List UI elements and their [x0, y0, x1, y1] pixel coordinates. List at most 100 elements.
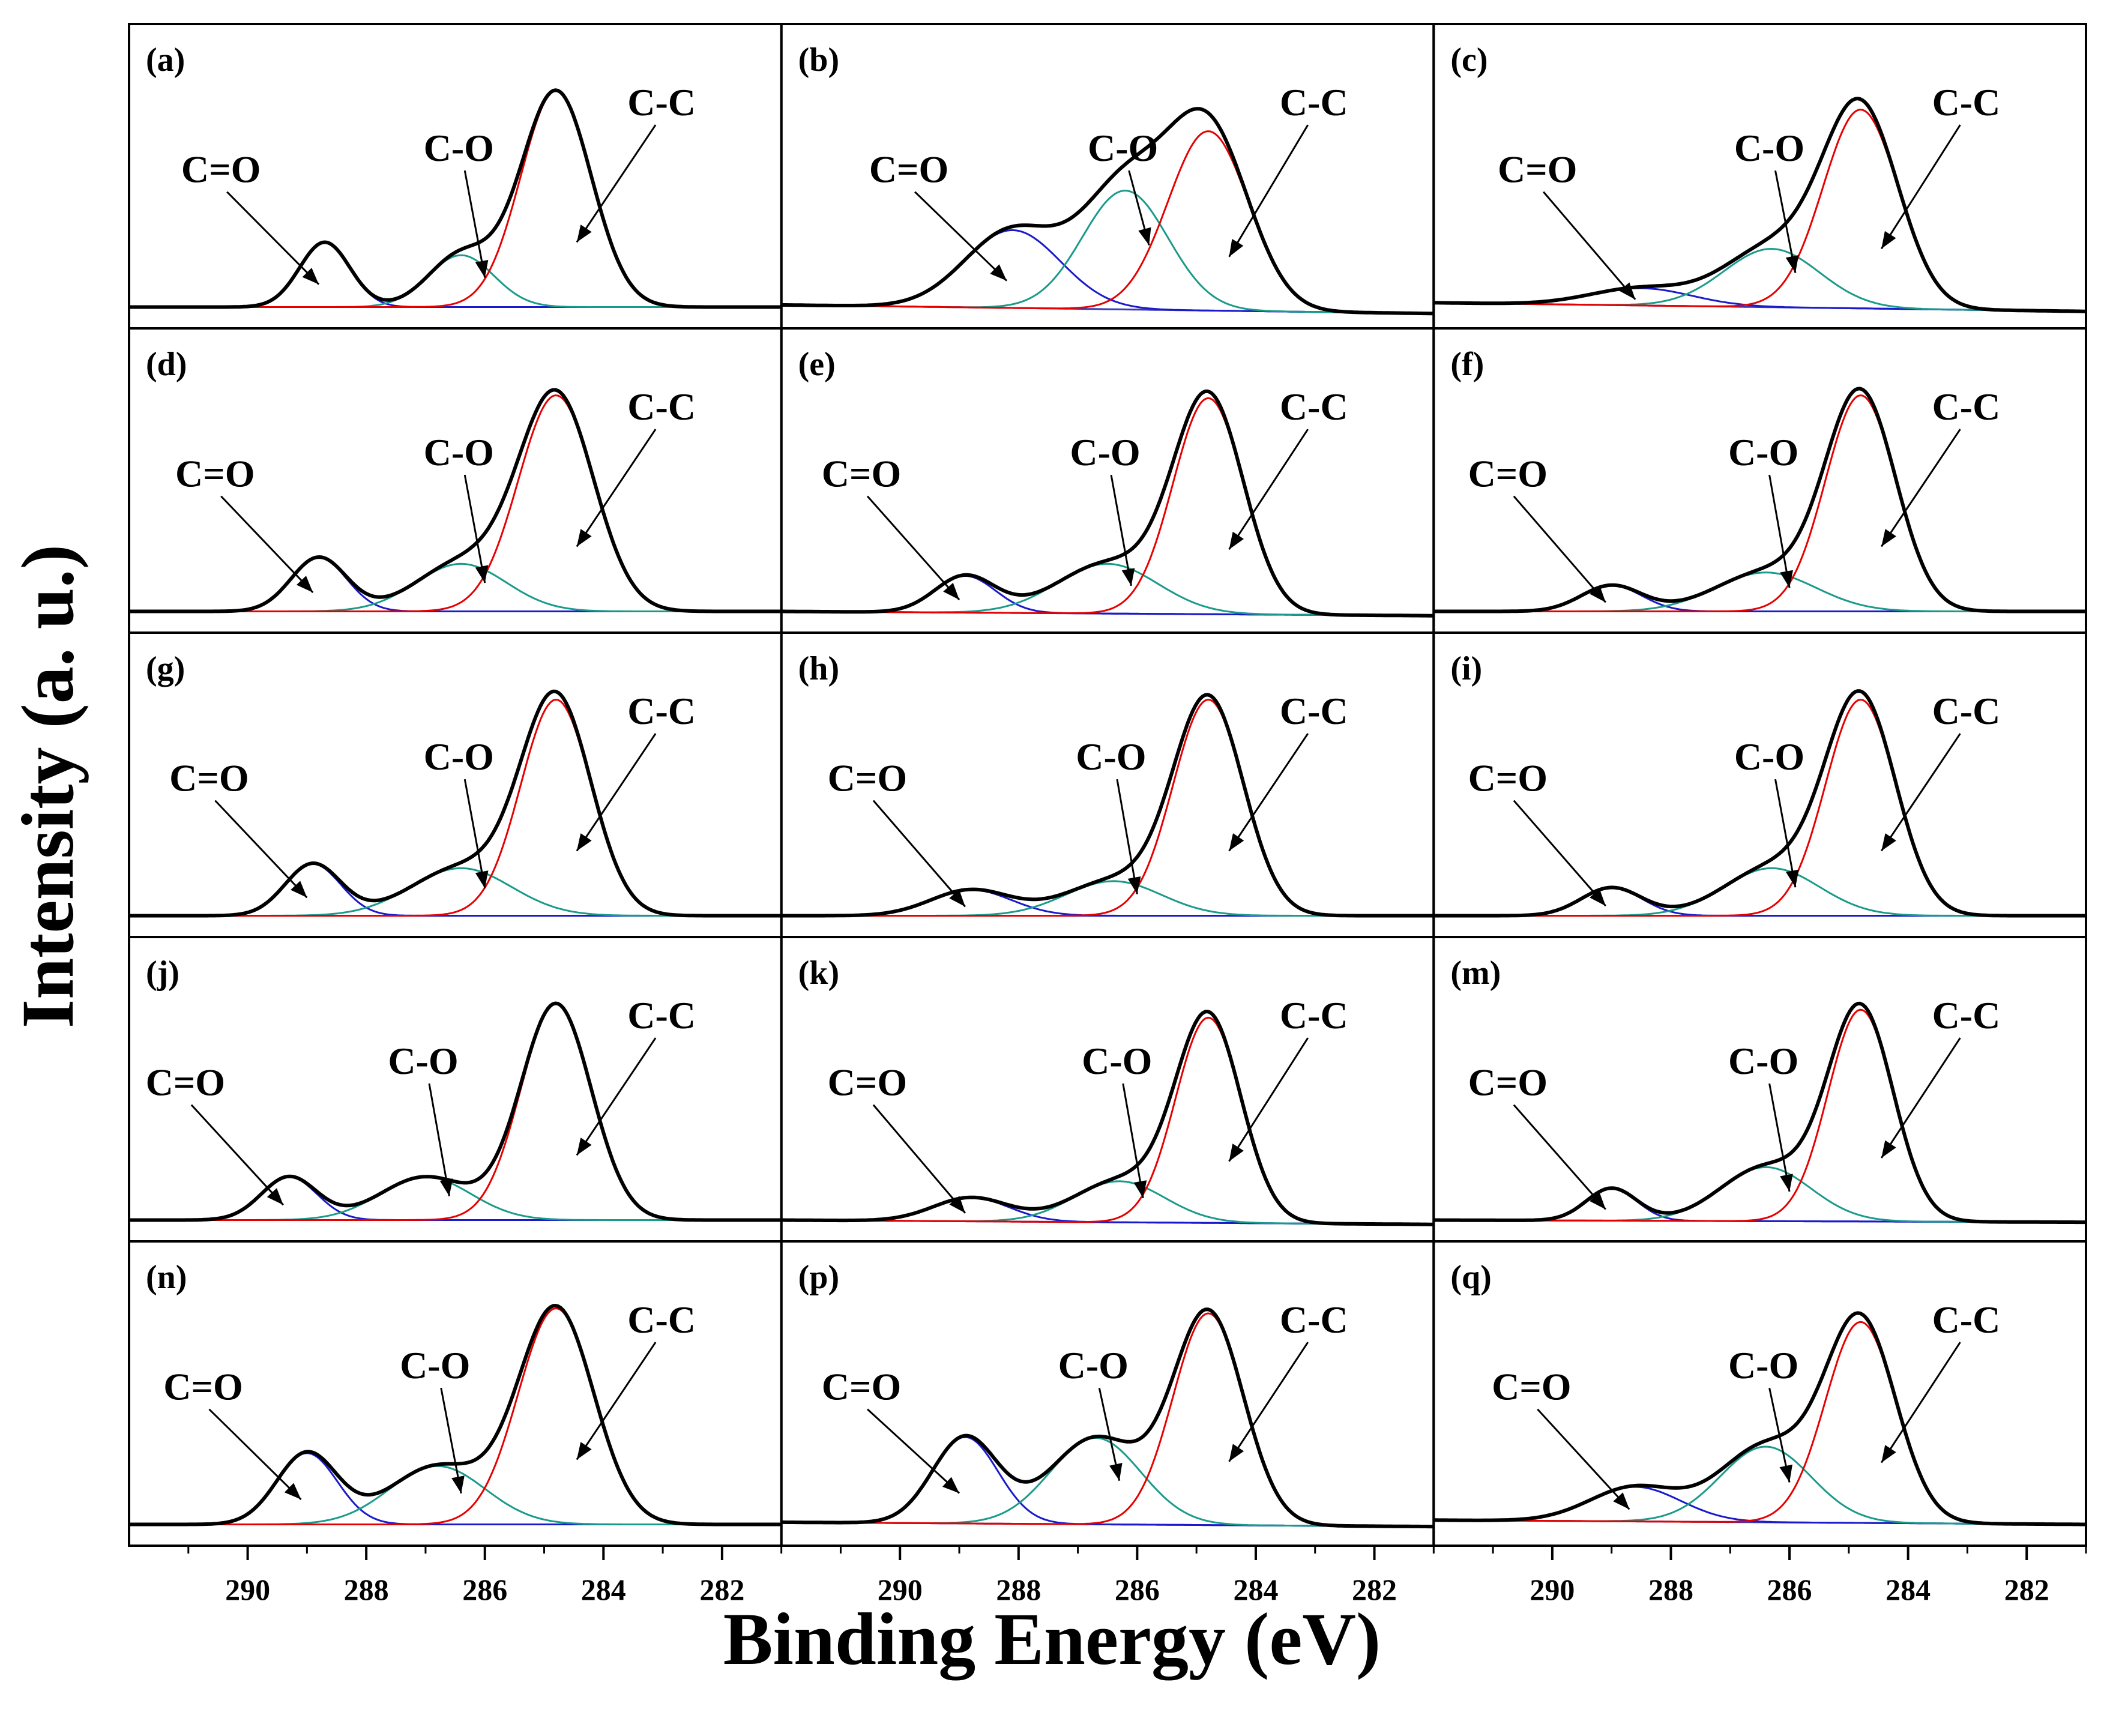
arrow-head [1779, 1464, 1792, 1483]
label-co: C-O [1728, 431, 1798, 474]
total-envelope-line [1433, 1001, 2086, 1225]
panel-label: (p) [798, 1259, 839, 1296]
label-cc: C-C [1932, 81, 2001, 124]
arrow-head [475, 259, 489, 278]
x-tick-label: 288 [1648, 1573, 1693, 1606]
label-co: C-O [1728, 1344, 1798, 1387]
panel-label: (q) [1450, 1259, 1491, 1296]
label-cdo: C=O [828, 1061, 907, 1104]
panel-label: (c) [1450, 41, 1488, 79]
panel-d: (d) C-C C-O C=O [128, 327, 783, 634]
panel-a: (a) C-C C-O C=O [128, 23, 783, 330]
arrow-head [576, 833, 592, 851]
arrow-line [914, 191, 1008, 282]
arrow-head [475, 565, 489, 583]
arrow-line [1768, 474, 1791, 588]
arrow-head [943, 582, 960, 600]
label-co: C-O [1728, 1040, 1798, 1082]
label-co: C-O [388, 1040, 458, 1082]
series-co-line [129, 254, 782, 308]
x-tick-label: 286 [462, 1573, 507, 1606]
panel-label: (d) [146, 346, 187, 383]
arrow-head [1780, 1174, 1793, 1192]
total-envelope-line [781, 107, 1434, 316]
panel-k: (k) C-C C-O C=O [780, 936, 1435, 1243]
panel-label: (i) [1450, 650, 1482, 687]
panel-label: (j) [146, 954, 179, 992]
arrow-head [296, 576, 313, 593]
arrow-head [1619, 282, 1636, 300]
arrow-head [1785, 255, 1799, 273]
x-tick-label: 282 [1352, 1573, 1397, 1606]
arrow-head [1229, 531, 1244, 550]
total-envelope-line [1433, 387, 2086, 613]
arrow-line [1110, 474, 1132, 586]
arrow-head [302, 268, 319, 285]
panel-n: (n) C-C C-O C=O [128, 1240, 783, 1547]
series-co-line [781, 880, 1434, 917]
label-cc: C-C [1280, 81, 1348, 124]
arrow-head [576, 1138, 592, 1156]
x-tick-label: 288 [996, 1573, 1041, 1606]
x-tick-label: 290 [225, 1573, 270, 1606]
label-co: C-O [1734, 735, 1804, 778]
arrow-line [1880, 429, 1961, 547]
label-cdo: C=O [181, 148, 261, 191]
label-co: C-O [424, 735, 494, 778]
label-co: C-O [424, 127, 494, 169]
arrow-line [872, 800, 966, 908]
arrow-head [1229, 833, 1244, 851]
arrow-line [1880, 1037, 1961, 1159]
label-cc: C-C [1932, 1298, 2001, 1341]
series-cdo-line [129, 556, 782, 612]
label-cdo: C=O [175, 453, 255, 495]
arrow-head [949, 1196, 965, 1213]
arrow-line [1774, 170, 1797, 273]
panel-frame [128, 936, 783, 1243]
arrow-head [1590, 585, 1606, 603]
arrow-line [867, 1408, 960, 1494]
label-co: C-O [424, 431, 494, 474]
arrow-line [576, 733, 657, 852]
arrow-line [1228, 429, 1309, 550]
arrow-head [1881, 1140, 1896, 1159]
arrow-line [463, 474, 486, 583]
label-cc: C-C [627, 994, 696, 1037]
panel-i: (i) C-C C-O C=O [1432, 631, 2087, 938]
panel-h: (h) C-C C-O C=O [780, 631, 1435, 938]
arrow-head [1109, 1463, 1123, 1481]
arrow-line [1228, 733, 1309, 852]
label-co: C-O [1058, 1344, 1129, 1387]
arrow-head [1881, 1445, 1896, 1463]
arrow-line [1774, 779, 1797, 888]
x-tick-label: 290 [878, 1573, 923, 1606]
y-axis-label: Intensity (a. u.) [7, 544, 89, 1029]
panel-e: (e) C-C C-O C=O [780, 327, 1435, 634]
x-tick-label: 286 [1115, 1573, 1160, 1606]
arrow-line [1116, 779, 1138, 894]
arrow-head [1229, 1144, 1244, 1162]
panel-label: (e) [798, 346, 836, 383]
panel-p: (p) C-C C-O C=O [780, 1240, 1435, 1547]
panel-label: (h) [798, 650, 839, 687]
arrow-line [214, 800, 308, 899]
label-cc: C-C [627, 1298, 696, 1341]
arrow-line [1228, 124, 1309, 258]
label-cdo: C=O [169, 757, 249, 800]
arrow-line [1513, 800, 1606, 907]
total-envelope-line [1433, 689, 2086, 918]
label-co: C-O [1076, 735, 1146, 778]
arrow-line [208, 1408, 302, 1501]
arrow-line [463, 779, 486, 889]
series-cdo-line [129, 863, 782, 917]
arrow-line [463, 170, 486, 278]
arrow-line [1880, 733, 1961, 852]
panel-f: (f) C-C C-O C=O [1432, 327, 2087, 634]
x-tick-label: 282 [699, 1573, 744, 1606]
label-cdo: C=O [869, 148, 948, 191]
arrow-head [1138, 227, 1151, 246]
total-envelope-line [1433, 97, 2086, 313]
arrow-head [942, 1477, 960, 1493]
arrow-line [576, 1037, 657, 1156]
total-envelope-line [1433, 1311, 2086, 1527]
